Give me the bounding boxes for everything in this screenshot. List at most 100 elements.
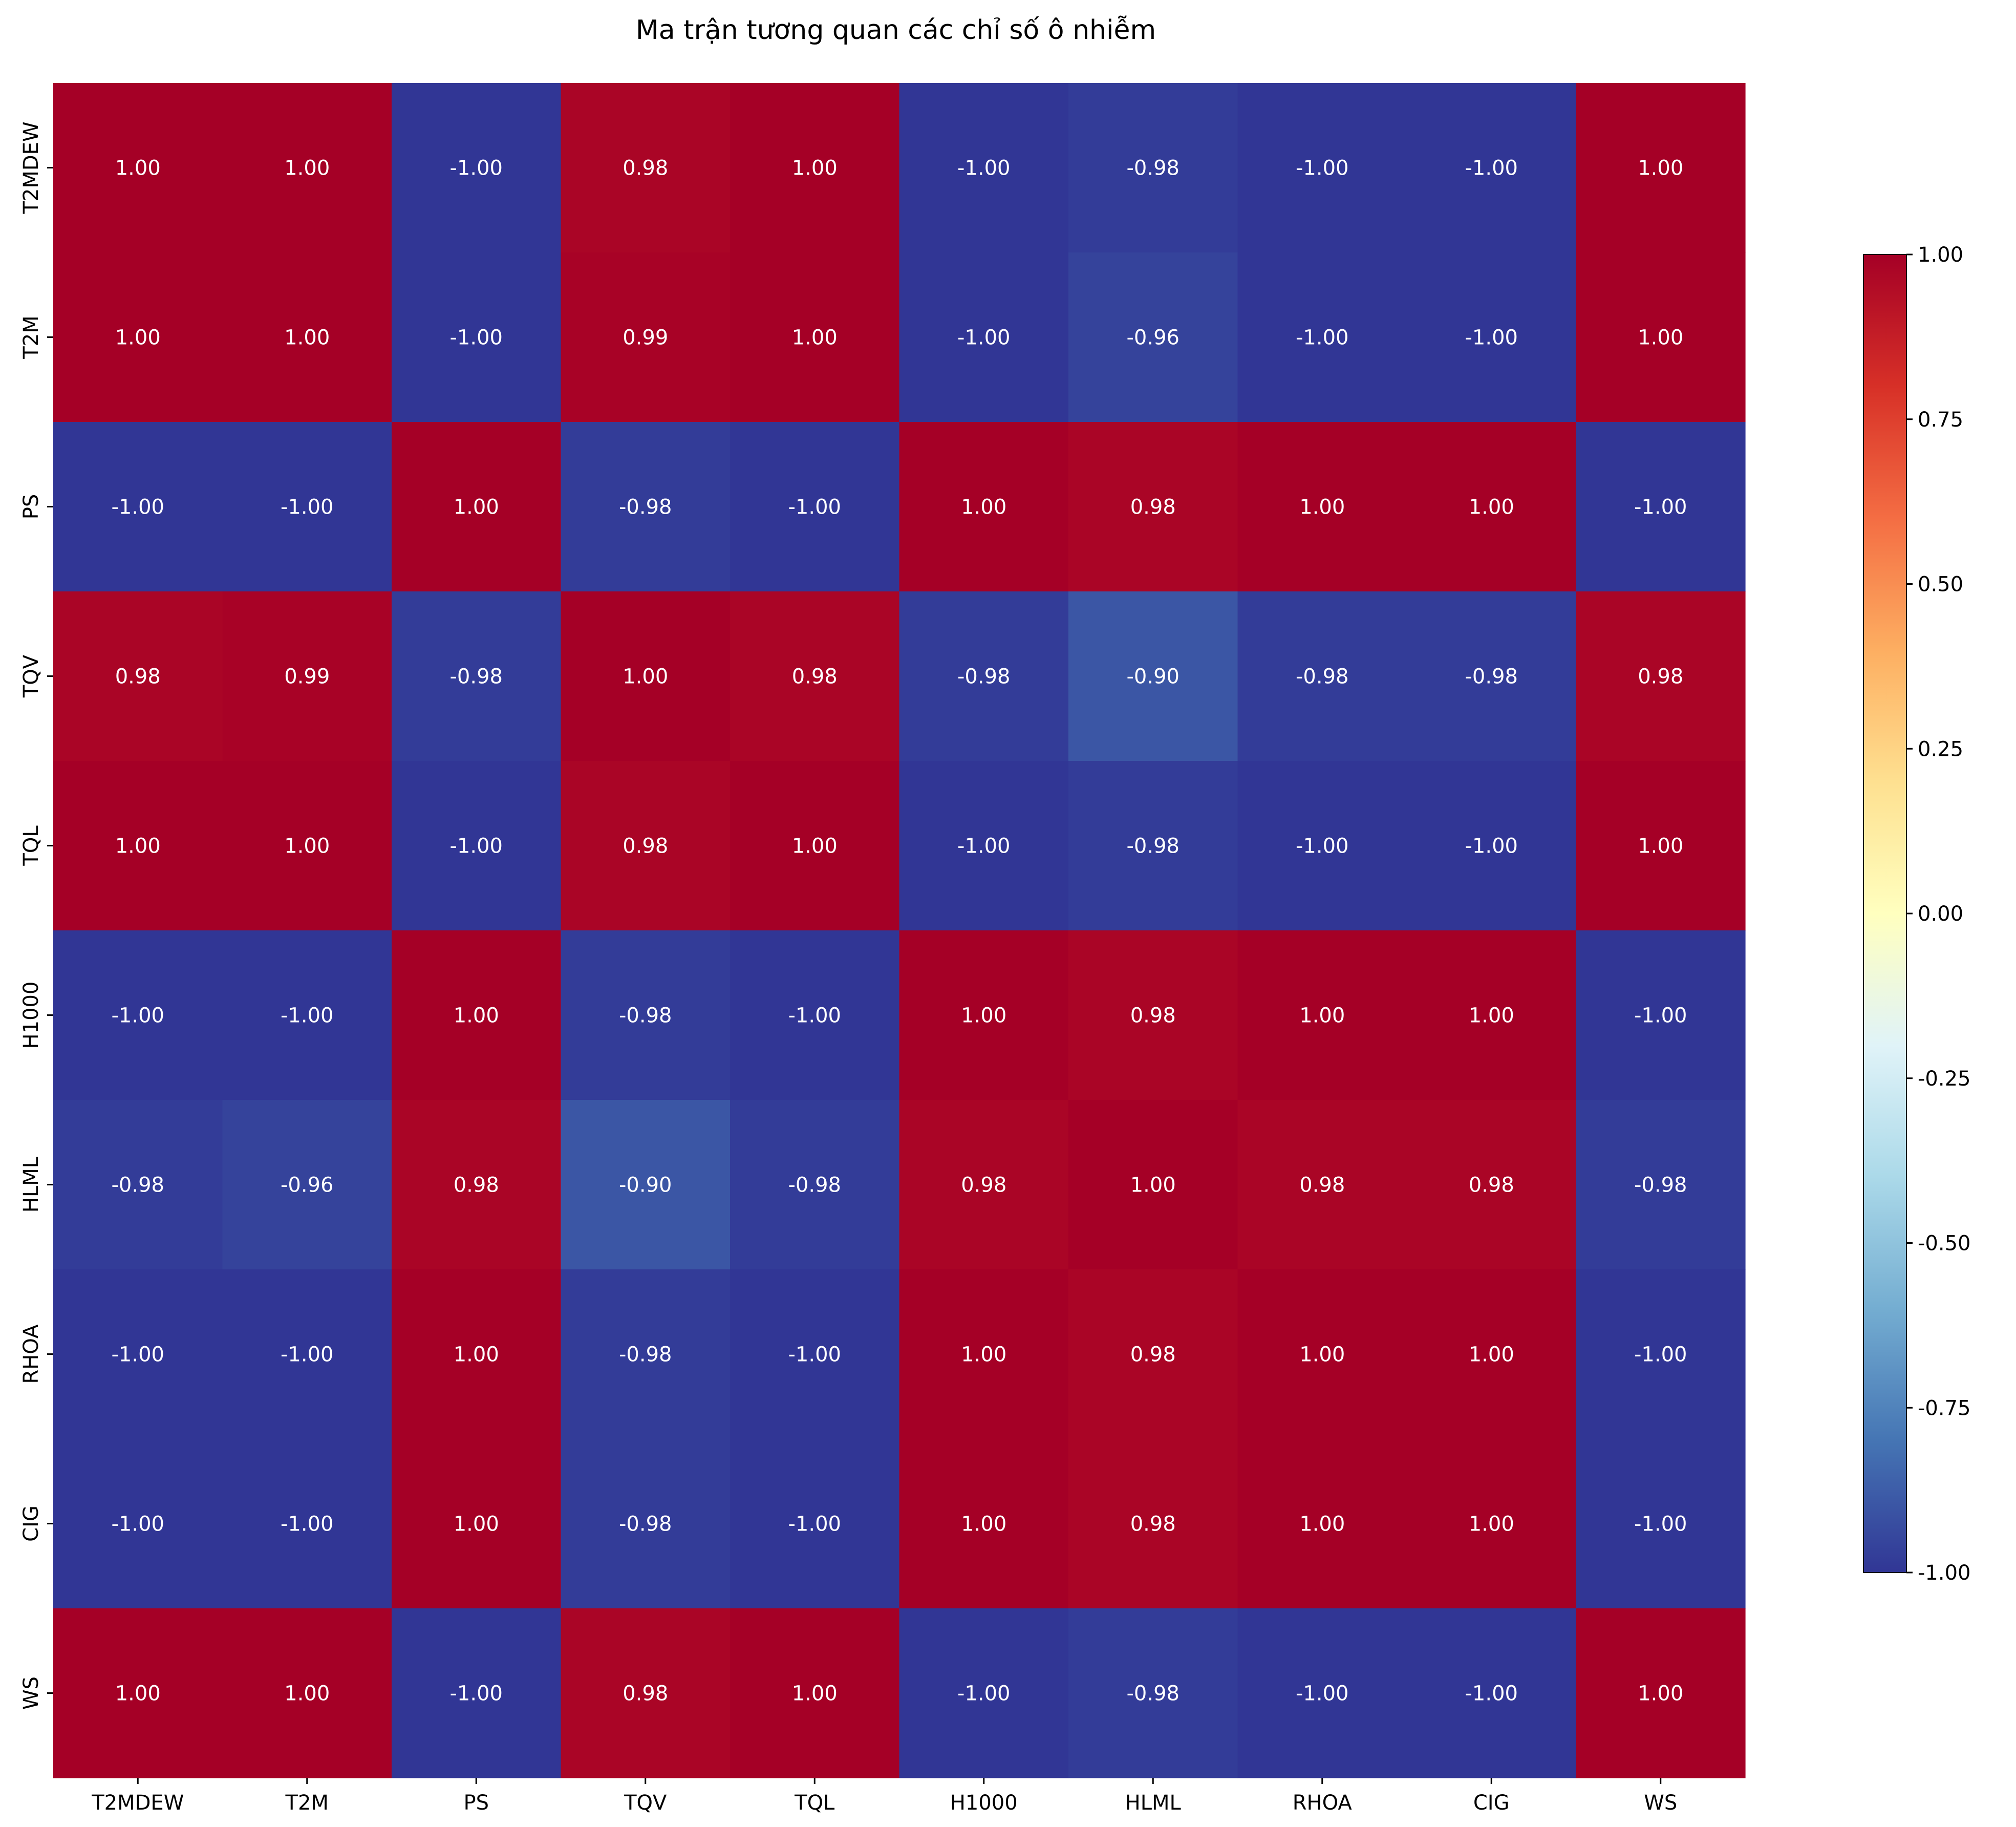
heatmap-cell [53,591,223,761]
heatmap-cell [1237,1439,1407,1609]
cell-value-label: -0.98 [957,665,1011,689]
heatmap-cell [561,1269,731,1439]
heatmap-cell [730,422,900,592]
heatmap-cell [730,1269,900,1439]
heatmap-cell [222,761,392,931]
cell-value-label: 1.00 [1638,157,1683,180]
x-tick-label: H1000 [950,1791,1018,1815]
heatmap-cell [222,1269,392,1439]
cell-value-label: -0.96 [281,1174,334,1197]
cell-value-label: -0.98 [619,1513,672,1536]
cell-value-label: -1.00 [112,496,165,519]
heatmap-cell [392,422,562,592]
colorbar-tick-label: 0.50 [1918,573,1963,597]
cell-value-label: -0.98 [1465,665,1518,689]
cell-value-label: 1.00 [115,326,161,350]
heatmap-cell [1407,1439,1577,1609]
heatmap-cell [899,1608,1069,1778]
cell-value-label: 1.00 [1638,835,1683,858]
cell-value-label: -1.00 [112,1343,165,1367]
heatmap-cell [730,1608,900,1778]
cell-value-label: -0.90 [619,1174,672,1197]
cell-value-label: -0.98 [1634,1174,1687,1197]
heatmap-cell [392,252,562,422]
cell-value-label: -0.98 [788,1174,842,1197]
cell-value-label: 1.00 [1299,496,1345,519]
cell-value-label: -1.00 [957,1682,1011,1706]
cell-value-label: 1.00 [115,835,161,858]
cell-value-label: 0.98 [454,1174,499,1197]
cell-value-label: 0.98 [961,1174,1006,1197]
heatmap-cell [1068,591,1238,761]
x-axis: T2MDEW T2M PS TQV TQL H1000 HLML RHOA CIG WS [91,1778,1677,1815]
heatmap-cell [1237,591,1407,761]
cell-value-label: -1.00 [450,835,503,858]
colorbar: 1.00 0.75 0.50 0.25 0.00 -0.25 -0.50 -0.75 -1.00 [1863,243,1971,1585]
heatmap-cell [1237,1100,1407,1270]
heatmap-cell [53,1100,223,1270]
cell-value-label: 1.00 [1469,496,1514,519]
x-tick-label: HLML [1125,1791,1182,1815]
cell-value-label: -1.00 [788,1004,842,1028]
cell-value-label: 1.00 [454,1513,499,1536]
cell-value-label: 0.98 [623,1682,668,1706]
heatmap-cell [730,930,900,1100]
heatmap-cell [53,252,223,422]
heatmap-cell [1068,1269,1238,1439]
cell-value-label: 1.00 [792,326,838,350]
heatmap-cell [1068,930,1238,1100]
heatmap-cells [53,83,1746,1778]
heatmap-cell [392,83,562,253]
heatmap-cell [730,591,900,761]
cell-value-label: -1.00 [1465,1682,1518,1706]
y-tick-label: T2M [19,315,43,359]
cell-value-label: -0.98 [450,665,503,689]
chart-title: Ma trận tương quan các chỉ số ô nhiễm [636,15,1156,46]
colorbar-tick-label: 0.75 [1918,408,1963,432]
heatmap-cell [392,1269,562,1439]
heatmap-cell [1068,252,1238,422]
heatmap-cell [1576,1608,1746,1778]
y-tick-label: T2MDEW [19,121,43,214]
cell-value-label: -0.96 [1127,326,1180,350]
cell-value-label: -1.00 [281,1343,334,1367]
heatmap-cell [222,422,392,592]
cell-value-label: -1.00 [1296,1682,1349,1706]
heatmap-cell [1237,1269,1407,1439]
heatmap-cell [222,83,392,253]
heatmap-cell [1576,252,1746,422]
cell-value-label: 1.00 [115,157,161,180]
cell-value-label: 1.00 [284,1682,330,1706]
cell-value-label: -1.00 [450,326,503,350]
heatmap-cell [1068,83,1238,253]
x-tick-label: PS [463,1791,489,1815]
cell-value-label: 0.98 [1130,1004,1176,1028]
heatmap-cell [53,1439,223,1609]
y-tick-label: TQV [19,654,43,698]
cell-value-label: 1.00 [792,835,838,858]
cell-value-label: 1.00 [284,835,330,858]
cell-value-label: -1.00 [1634,496,1687,519]
heatmap-cell [53,422,223,592]
heatmap-cell [222,930,392,1100]
cell-value-label: 0.98 [1130,1343,1176,1367]
cell-value-label: 0.98 [792,665,838,689]
heatmap-cell [899,252,1069,422]
cell-value-label: -1.00 [957,835,1011,858]
y-tick-label: RHOA [19,1324,43,1384]
heatmap-cell [1576,930,1746,1100]
cell-value-label: 1.00 [961,1343,1006,1367]
heatmap-cell [561,591,731,761]
heatmap-cell [222,591,392,761]
cell-value-label: -1.00 [1465,835,1518,858]
heatmap-cell [899,83,1069,253]
cell-value-label: -0.98 [1296,665,1349,689]
heatmap-cell [899,1269,1069,1439]
cell-value-label: 0.98 [623,157,668,180]
cell-value-label: -1.00 [450,1682,503,1706]
heatmap-cell [1068,422,1238,592]
heatmap-cell [222,252,392,422]
y-tick-label: WS [19,1676,43,1710]
cell-value-label: -0.90 [1127,665,1180,689]
